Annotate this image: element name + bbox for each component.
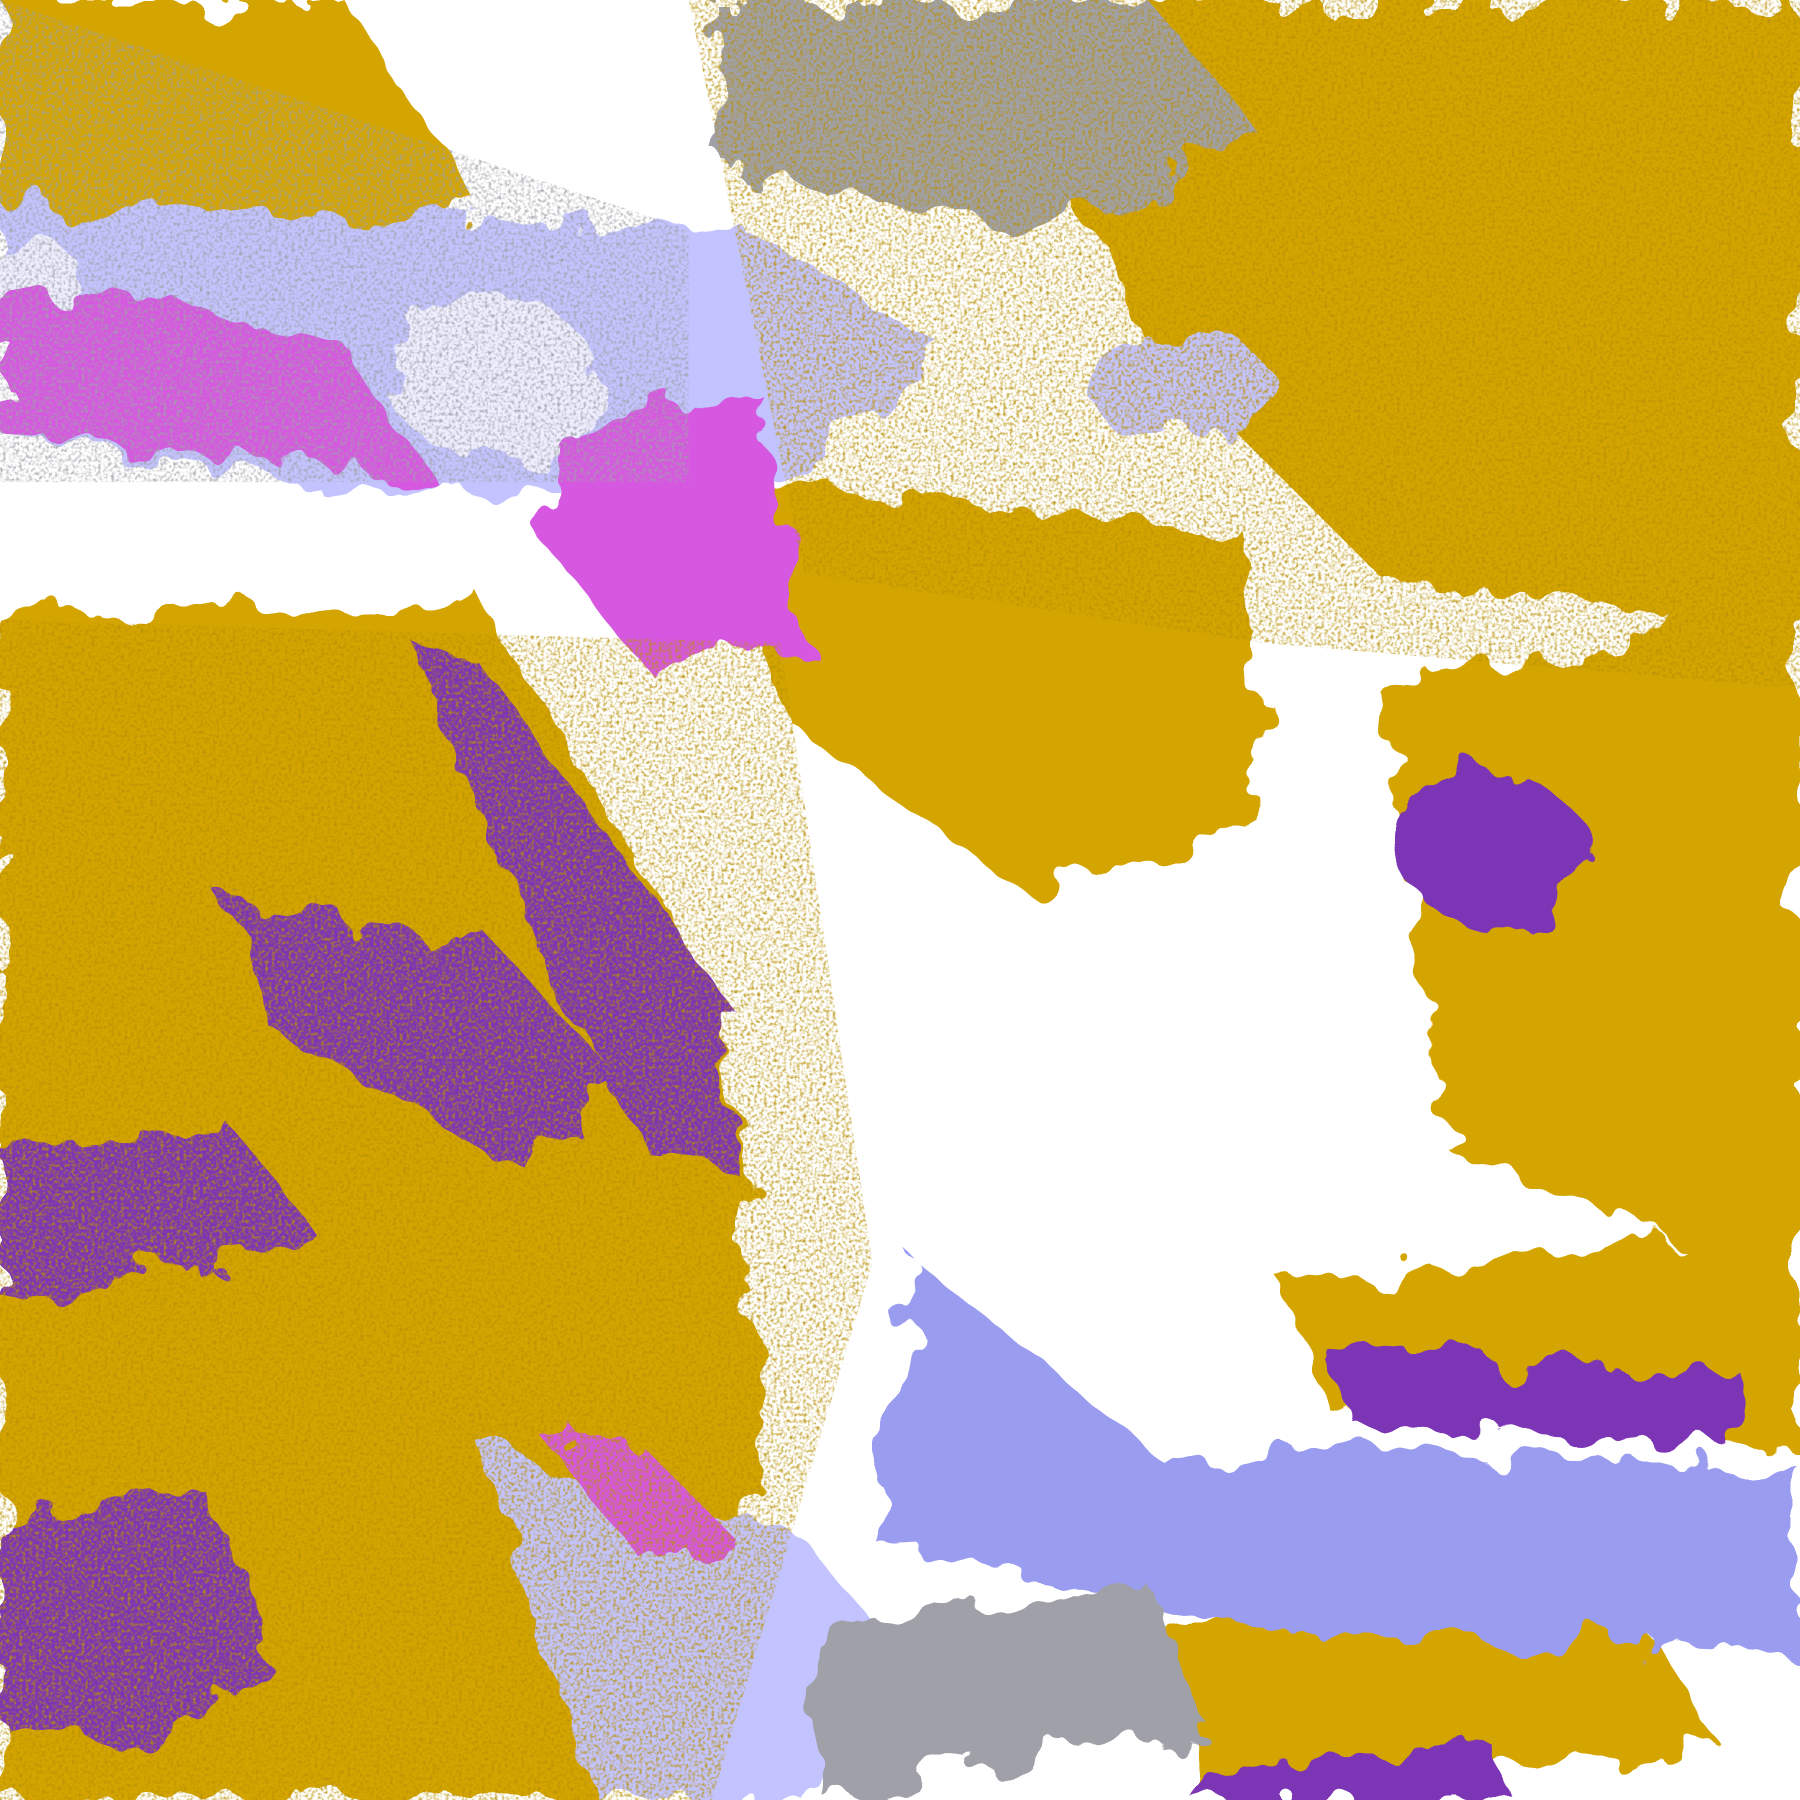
texture-gray-speckle-north (0, 0, 689, 483)
cloud-region-purple-southeast (1320, 1354, 1745, 1447)
cloud-region-periwinkle-south (872, 1262, 1800, 1654)
cloud-region-purple-south (1193, 1744, 1516, 1800)
texture-gold-speckle-west (0, 619, 873, 1800)
cloud-region-purple-east (1391, 766, 1594, 933)
texture-gold-speckle-north (688, 0, 1800, 689)
cloud-region-gray-south (803, 1584, 1206, 1800)
